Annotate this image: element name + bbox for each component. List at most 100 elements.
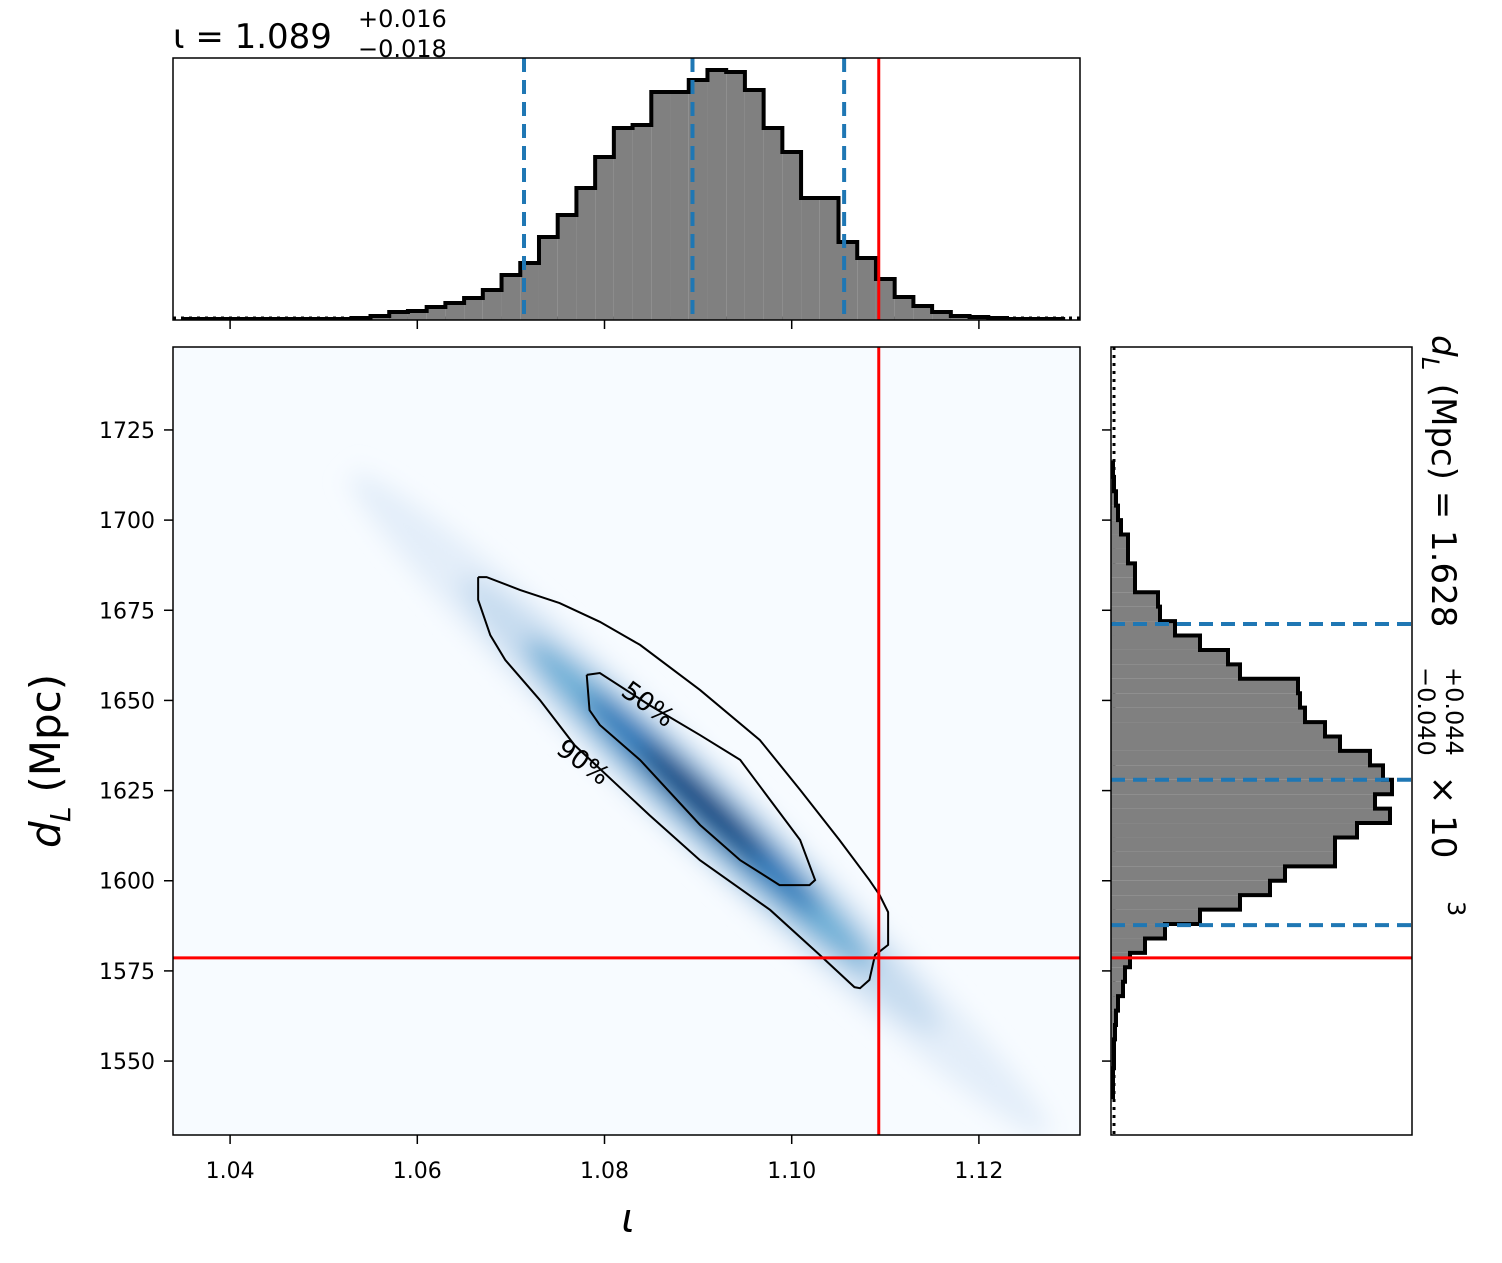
hist-bar [1111, 750, 1370, 766]
hist-bar [1111, 1010, 1116, 1026]
right-title-sub2: −0.040 [1412, 667, 1440, 756]
hist-bar [1111, 952, 1130, 968]
top-frame [172, 57, 1081, 321]
hist-bar [1111, 880, 1270, 896]
top-title: ι = 1.089 [173, 17, 332, 57]
x-tick-label: 1.08 [580, 1159, 629, 1184]
right-title-text: (Mpc) = 1.628 [1423, 373, 1463, 627]
top-title-sub: −0.018 [358, 35, 447, 63]
right-title-sup: +0.044 [1440, 667, 1468, 756]
right-title-scale: × 10 [1423, 765, 1463, 858]
right-frame [1110, 346, 1413, 1136]
y-tick-label: 1575 [99, 960, 155, 985]
hist-bar [1111, 534, 1128, 549]
density [350, 473, 1050, 1135]
hist-bar [1111, 866, 1285, 881]
hist-bar [1111, 924, 1165, 939]
hist-bar [801, 198, 820, 320]
hist-bar [763, 128, 783, 320]
y-tick-label: 1725 [99, 419, 155, 444]
y-tick-label: 1650 [99, 689, 155, 714]
hist-bar [1111, 664, 1240, 679]
right-title: d L (Mpc) = 1.628 +0.044 −0.040 × 10 3 [1412, 335, 1470, 916]
hist-bar [426, 307, 446, 320]
hist-bar [1111, 909, 1200, 925]
main-frame [172, 346, 1081, 1136]
right-histogram [1111, 347, 1412, 1135]
y-label-sub: L [44, 806, 77, 822]
hist-bar [1111, 520, 1121, 535]
hist-bar [464, 298, 483, 320]
hist-bar [1111, 736, 1340, 751]
hist-bar [1111, 808, 1390, 824]
top-title-sup: +0.016 [358, 5, 447, 33]
hist-bar [1111, 491, 1116, 506]
y-tick-label: 1700 [99, 509, 155, 534]
x-axis-label: ι [621, 1196, 635, 1242]
hist-bar [1111, 837, 1335, 852]
hist-bar [651, 92, 671, 320]
y-axis-label: d L (Mpc) [21, 674, 77, 848]
hist-bar [1111, 823, 1357, 838]
hist-bar [1111, 635, 1200, 650]
hist-bar [1111, 606, 1160, 622]
hist-bar [1111, 707, 1305, 723]
contour [477, 576, 890, 990]
hist-bar [445, 303, 465, 320]
y-tick-label: 1600 [99, 870, 155, 895]
hist-bar [613, 128, 633, 320]
hist-bar [1111, 678, 1298, 694]
hist-bar [1111, 794, 1375, 809]
hist-outline [181, 68, 1066, 320]
hist-bar [857, 258, 876, 320]
hist-bar [1111, 592, 1158, 607]
x-tick-label: 1.06 [393, 1159, 442, 1184]
x-tick-label: 1.04 [206, 1159, 255, 1184]
hist-bar [819, 198, 839, 320]
hist-bar [1111, 938, 1145, 953]
hist-bar [1111, 996, 1118, 1011]
hist-bar [1111, 722, 1325, 737]
x-tick-label: 1.10 [767, 1159, 816, 1184]
y-label-unit: (Mpc) [21, 674, 70, 806]
hist-bar [1111, 577, 1135, 593]
hist-bar [913, 306, 933, 320]
hist-bar [875, 279, 895, 320]
hist-bar [838, 242, 858, 320]
hist-bar [557, 215, 577, 320]
hist-bar [707, 70, 727, 320]
x-tick-label: 1.12 [954, 1159, 1003, 1184]
hist-bar [744, 90, 764, 320]
hist-bar [1111, 967, 1125, 982]
hist-bar [407, 311, 427, 320]
hist-bar [632, 125, 652, 320]
hist-bar [1111, 779, 1392, 795]
hist-bar [1111, 563, 1135, 578]
hist-bar [1111, 649, 1228, 665]
hist-bar [576, 188, 596, 320]
hist-bar [782, 152, 802, 320]
hist-bar [595, 157, 614, 320]
hist-bar [1111, 895, 1240, 910]
hist-bar [894, 297, 914, 320]
hist-bar [482, 290, 502, 320]
right-title-symbol: d [1423, 335, 1463, 357]
hist-bar [932, 312, 951, 320]
hist-bar [538, 237, 558, 320]
hist-bar [726, 72, 745, 320]
y-label-symbol: d [21, 821, 70, 848]
right-title-exp: 3 [1442, 901, 1470, 916]
right-title-sub: L [1416, 357, 1444, 370]
hist-bar [1111, 765, 1383, 780]
hist-bar [1111, 505, 1118, 521]
y-tick-label: 1550 [99, 1050, 155, 1075]
hist-bar [501, 275, 521, 320]
hist-bar [1111, 981, 1123, 997]
hist-bar [389, 312, 408, 320]
hist-bar [1111, 851, 1335, 867]
hist-bar [1111, 693, 1300, 708]
contour [585, 671, 817, 887]
hist-bar [1111, 548, 1128, 564]
top-histogram [173, 58, 1080, 320]
